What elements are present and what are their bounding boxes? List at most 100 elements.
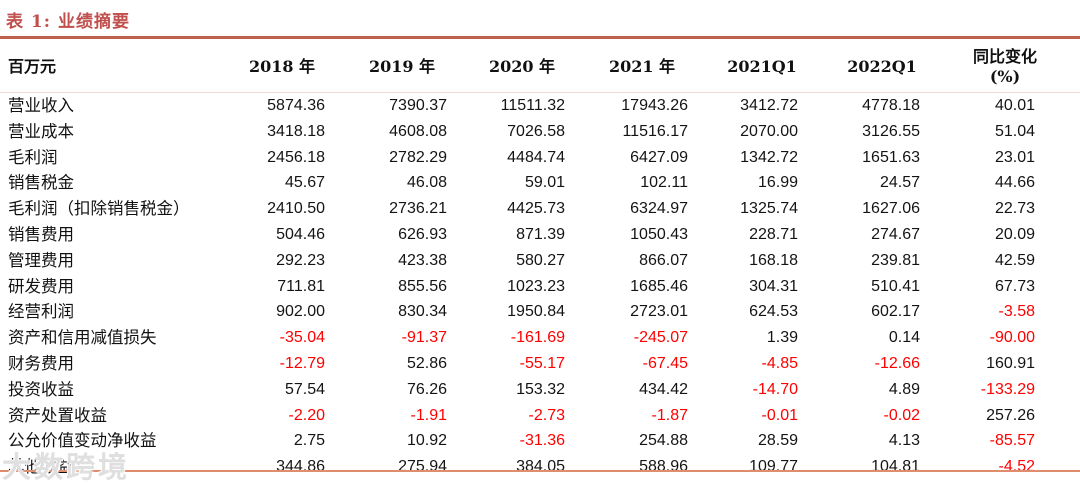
table-row: 营业成本 3418.18 4608.08 7026.58 11516.17 2070.00…	[0, 119, 1080, 145]
row-label: 其他收益	[8, 457, 74, 477]
row-label: 管理费用	[8, 250, 74, 270]
table-row: 资产处置收益 -2.20 -1.91 -2.73 -1.87 -0.01 -0.02 257.…	[0, 403, 1080, 429]
cell-value: 4.13	[888, 432, 920, 450]
cell-value: 423.38	[398, 251, 447, 269]
cell-value: 57.54	[284, 380, 325, 398]
cell-value: -4.52	[998, 458, 1035, 476]
cell-value: -85.57	[989, 432, 1035, 450]
cell-value: 1325.74	[740, 200, 798, 218]
cell-value: -161.69	[510, 329, 565, 347]
cell-value: 602.17	[871, 303, 920, 321]
table-row: 公允价值变动净收益 2.75 10.92 -31.36 254.88 28.59 4.13 -…	[0, 428, 1080, 454]
cell-value: -91.37	[401, 329, 447, 347]
cell-value: 254.88	[639, 432, 688, 450]
cell-value: -55.17	[519, 354, 565, 372]
row-label: 营业成本	[8, 121, 74, 141]
cell-value: 4.89	[888, 380, 920, 398]
cell-value: 2782.29	[389, 148, 447, 166]
cell-value: 257.26	[986, 406, 1035, 424]
cell-value: 275.94	[398, 458, 447, 476]
cell-value: -14.70	[752, 380, 798, 398]
bottom-rule	[0, 470, 1080, 472]
cell-value: 153.32	[516, 380, 565, 398]
cell-value: 67.73	[994, 277, 1035, 295]
row-label: 经营利润	[8, 302, 74, 322]
table-row: 销售费用 504.46 626.93 871.39 1050.43 228.71 274.6…	[0, 222, 1080, 248]
cell-value: 2070.00	[740, 122, 798, 140]
table-title: 表 1: 业绩摘要	[6, 12, 130, 32]
cell-value: -0.02	[883, 406, 920, 424]
row-label: 毛利润（扣除销售税金）	[8, 199, 190, 219]
col-header: 2020 年	[462, 41, 582, 93]
cell-value: 16.99	[757, 174, 798, 192]
cell-value: -67.45	[642, 354, 688, 372]
cell-value: 6427.09	[630, 148, 688, 166]
cell-value: 2736.21	[389, 200, 447, 218]
row-label: 财务费用	[8, 353, 74, 373]
table-row: 其他收益 344.86 275.94 384.05 588.96 109.77 104.81…	[0, 454, 1080, 480]
cell-value: 580.27	[516, 251, 565, 269]
table-row: 毛利润（扣除销售税金） 2410.50 2736.21 4425.73 6324.97 1…	[0, 196, 1080, 222]
cell-value: -1.91	[410, 406, 447, 424]
cell-value: 22.73	[994, 200, 1035, 218]
table-row: 财务费用 -12.79 52.86 -55.17 -67.45 -4.85 -12.66 16…	[0, 351, 1080, 377]
cell-value: 510.41	[871, 277, 920, 295]
cell-value: 504.46	[276, 225, 325, 243]
cell-value: 160.91	[986, 354, 1035, 372]
row-label: 资产处置收益	[8, 405, 107, 425]
table-row: 投资收益 57.54 76.26 153.32 434.42 -14.70 4.89 -133…	[0, 377, 1080, 403]
cell-value: 42.59	[994, 251, 1035, 269]
header-row: 百万元 2018 年 2019 年 2020 年 2021 年 2021Q1 2022Q1 同…	[0, 41, 1080, 93]
cell-value: 384.05	[516, 458, 565, 476]
table-row: 营业收入 5874.36 7390.37 11511.32 17943.26 3412.7…	[0, 93, 1080, 119]
col-header: 2022Q1	[822, 41, 942, 93]
cell-value: -12.66	[874, 354, 920, 372]
table-body: 营业收入 5874.36 7390.37 11511.32 17943.26 3412.7…	[0, 93, 1080, 480]
cell-value: 6324.97	[630, 200, 688, 218]
col-header: 2021Q1	[702, 41, 822, 93]
cell-value: 1050.43	[630, 225, 688, 243]
cell-value: 28.59	[757, 432, 798, 450]
cell-value: 830.34	[398, 303, 447, 321]
cell-value: 239.81	[871, 251, 920, 269]
cell-value: 24.57	[879, 174, 920, 192]
row-label: 公允价值变动净收益	[8, 431, 157, 451]
table-row: 管理费用 292.23 423.38 580.27 866.07 168.18 239.81…	[0, 248, 1080, 274]
cell-value: 52.86	[406, 354, 447, 372]
cell-value: 588.96	[639, 458, 688, 476]
cell-value: 4608.08	[389, 122, 447, 140]
cell-value: -133.29	[980, 380, 1035, 398]
cell-value: 5874.36	[267, 97, 325, 114]
table-row: 研发费用 711.81 855.56 1023.23 1685.46 304.31 510.…	[0, 274, 1080, 300]
table-row: 经营利润 902.00 830.34 1950.84 2723.01 624.53 602.…	[0, 299, 1080, 325]
title-rule	[0, 36, 1080, 39]
cell-value: 274.67	[871, 225, 920, 243]
cell-value: 304.31	[749, 277, 798, 295]
cell-value: 44.66	[994, 174, 1035, 192]
cell-value: 2456.18	[267, 148, 325, 166]
cell-value: 1023.23	[507, 277, 565, 295]
col-header: 2019 年	[342, 41, 462, 93]
cell-value: -2.20	[288, 406, 325, 424]
cell-value: 7026.58	[507, 122, 565, 140]
cell-value: 109.77	[749, 458, 798, 476]
col-header: 2018 年	[222, 41, 342, 93]
cell-value: 711.81	[277, 277, 325, 295]
col-header: 2021 年	[582, 41, 702, 93]
cell-value: 23.01	[994, 148, 1035, 166]
cell-value: 3418.18	[267, 122, 325, 140]
performance-summary-table: 百万元 2018 年 2019 年 2020 年 2021 年 2021Q1 2022Q1 同…	[0, 41, 1080, 480]
table-row: 资产和信用减值损失 -35.04 -91.37 -161.69 -245.07 1.39 0…	[0, 325, 1080, 351]
cell-value: 4425.73	[507, 200, 565, 218]
cell-value: 626.93	[398, 225, 447, 243]
cell-value: 102.11	[640, 174, 688, 192]
cell-value: 344.86	[276, 458, 325, 476]
cell-value: 10.92	[406, 432, 447, 450]
cell-value: 855.56	[398, 277, 447, 295]
cell-value: 2410.50	[267, 200, 325, 218]
table-row: 销售税金 45.67 46.08 59.01 102.11 16.99 24.57 44.66	[0, 170, 1080, 196]
cell-value: -35.04	[279, 329, 325, 347]
col-header: 同比变化 (%)	[942, 41, 1080, 93]
cell-value: -12.79	[279, 354, 325, 372]
cell-value: 866.07	[639, 251, 688, 269]
